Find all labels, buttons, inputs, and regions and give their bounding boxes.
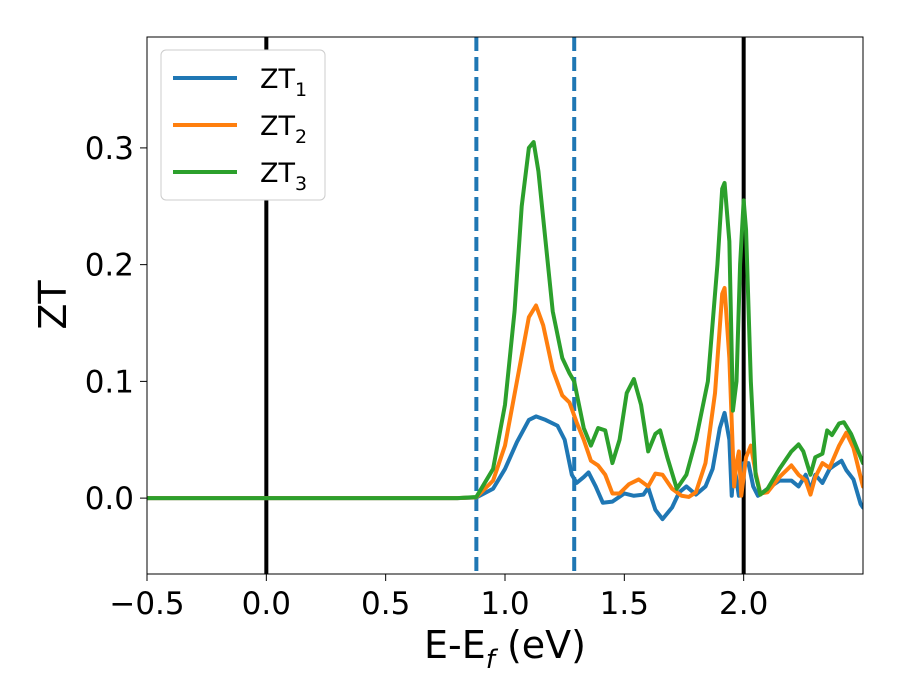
y-axis-ticks: 0.0 0.1 0.2 0.3 bbox=[85, 131, 147, 517]
series-lines bbox=[147, 140, 863, 522]
legend-frame bbox=[160, 49, 326, 201]
x-tick-label: 2.0 bbox=[719, 586, 768, 622]
legend-label-2: ZT2 bbox=[260, 111, 307, 148]
x-tick-label: 1.0 bbox=[480, 586, 529, 622]
x-axis-title-unit: (eV) bbox=[495, 623, 586, 667]
legend-label-2-main: ZT bbox=[260, 111, 295, 142]
x-tick-label: 1.5 bbox=[600, 586, 649, 622]
x-axis-title-main: E-E bbox=[424, 623, 486, 667]
x-axis-title: E-Ef (eV) bbox=[424, 623, 586, 675]
y-tick-label: 0.2 bbox=[85, 248, 134, 284]
legend-label-3: ZT3 bbox=[260, 158, 307, 195]
x-tick-label: 0.5 bbox=[361, 586, 410, 622]
legend-label-1: ZT1 bbox=[260, 64, 307, 101]
y-tick-label: 0.1 bbox=[85, 364, 134, 400]
legend-label-3-main: ZT bbox=[260, 158, 295, 189]
y-axis-title: ZT bbox=[31, 280, 75, 330]
legend-entry-3: ZT3 bbox=[173, 158, 307, 195]
legend-label-1-sub: 1 bbox=[295, 79, 307, 101]
legend-entry-1: ZT1 bbox=[173, 64, 307, 101]
legend: ZT1 ZT2 ZT3 bbox=[160, 49, 326, 201]
x-axis-ticks: −0.5 0.0 0.5 1.0 1.5 2.0 bbox=[109, 574, 768, 622]
x-tick-label: 0.0 bbox=[242, 586, 291, 622]
y-tick-label: 0.0 bbox=[85, 481, 134, 517]
y-tick-label: 0.3 bbox=[85, 131, 134, 167]
legend-label-3-sub: 3 bbox=[295, 173, 307, 195]
legend-label-2-sub: 2 bbox=[295, 126, 307, 148]
legend-label-1-main: ZT bbox=[260, 64, 295, 95]
legend-entry-2: ZT2 bbox=[173, 111, 307, 148]
series-line-3 bbox=[147, 140, 863, 501]
x-tick-label: −0.5 bbox=[109, 586, 184, 622]
series-line-2 bbox=[147, 285, 863, 501]
